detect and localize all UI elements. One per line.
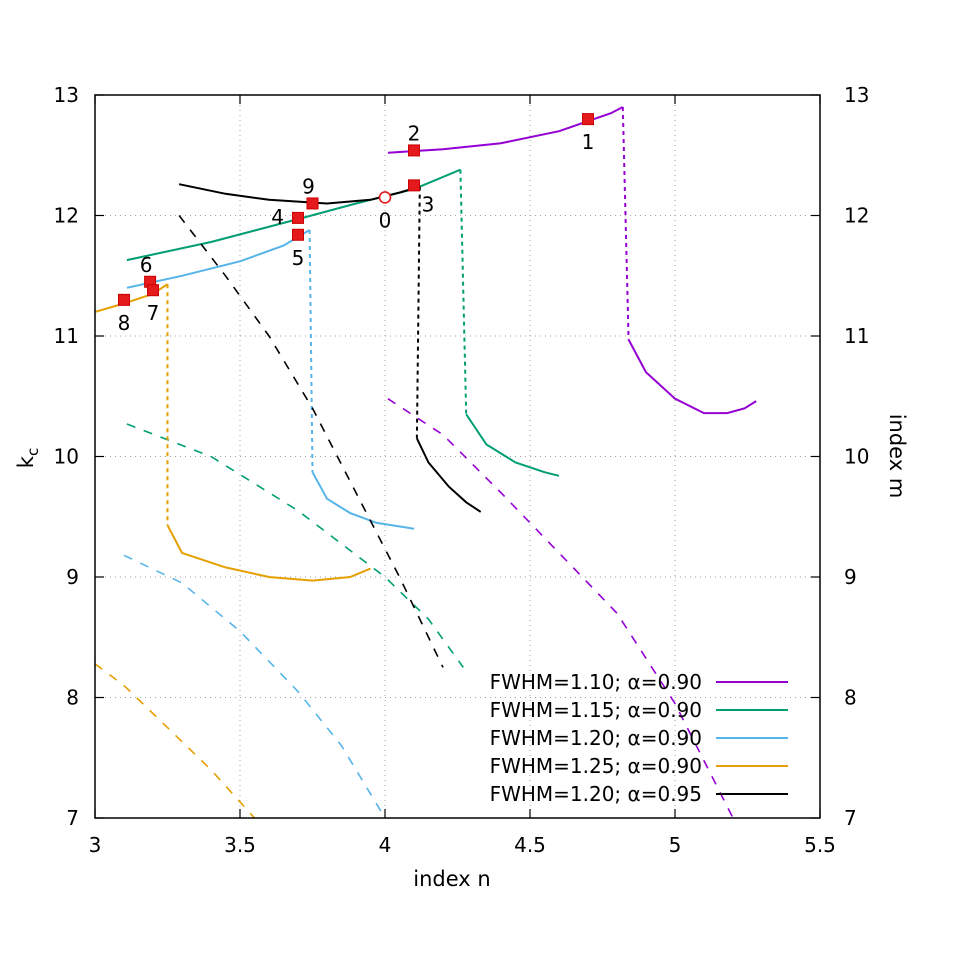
series-upper-branch: [178, 183, 421, 205]
y2-tick-label: 11: [844, 324, 869, 348]
series-upper-branch: [94, 283, 169, 313]
marker-label-3: 3: [422, 192, 435, 216]
marker-2: [408, 144, 420, 157]
marker-layer: 0 1 2 3 45 6 78 9: [118, 113, 595, 335]
legend-entry-label: FWHM=1.15; α=0.90: [490, 698, 702, 722]
marker-label-4: 4: [271, 205, 284, 229]
legend-entry-label: FWHM=1.10; α=0.90: [490, 670, 702, 694]
series-lower-branch: [465, 413, 560, 477]
y-axis-label: kc: [14, 448, 42, 468]
marker-4: [292, 211, 304, 224]
series-index-m-curve: [387, 398, 734, 819]
series-drop-line: [459, 169, 468, 415]
x-tick-label: 3.5: [224, 833, 256, 857]
marker-1: [582, 113, 594, 126]
series-2: [126, 168, 560, 668]
series-drop-line: [415, 186, 421, 439]
marker-8: [118, 293, 130, 306]
marker-7: [147, 284, 159, 297]
y-tick-label: 9: [66, 565, 79, 589]
series-1: [387, 106, 757, 819]
x-tick-label: 5.5: [804, 833, 836, 857]
legend-entry-label: FWHM=1.20; α=0.90: [490, 726, 702, 750]
series-upper-branch: [126, 168, 461, 262]
series-5: [178, 183, 482, 668]
series-lower-branch: [415, 437, 482, 513]
series-drop-line: [621, 106, 630, 340]
y2-axis-label: index m: [885, 414, 909, 499]
y-tick-label: 7: [66, 806, 79, 830]
marker-label-9: 9: [302, 174, 315, 198]
y-tick-label: 8: [66, 686, 79, 710]
marker-label-2: 2: [408, 121, 421, 145]
plot-frame: [94, 94, 821, 819]
series-lower-branch: [311, 471, 415, 530]
x-tick-label: 4.5: [514, 833, 546, 857]
marker-9: [306, 197, 319, 210]
marker-label-8: 8: [118, 311, 131, 335]
series-layer: [94, 106, 757, 819]
marker-label-6: 6: [140, 253, 153, 277]
marker-label-1: 1: [582, 130, 595, 154]
grid-lines: [95, 95, 820, 818]
y2-tick-label: 13: [844, 83, 869, 107]
series-lower-branch: [627, 339, 757, 415]
marker-3: [408, 179, 420, 192]
marker-5: [292, 228, 304, 241]
x-tick-label: 4: [379, 833, 392, 857]
series-index-m-curve: [94, 663, 256, 819]
marker-label-5: 5: [292, 246, 305, 270]
series-4: [94, 283, 371, 819]
series-index-m-curve: [123, 554, 386, 819]
x-axis-label: index n: [413, 867, 490, 891]
y-tick-label: 12: [54, 204, 79, 228]
y2-tick-label: 12: [844, 204, 869, 228]
legend: FWHM=1.10; α=0.90 FWHM=1.15; α=0.90 FWHM=1…: [490, 670, 788, 806]
legend-entry-label: FWHM=1.20; α=0.95: [490, 782, 702, 806]
y-axis-label-main: k: [14, 455, 38, 468]
marker-label-0: 0: [379, 208, 392, 232]
series-index-m-curve: [178, 215, 444, 668]
series-index-m-curve: [126, 423, 464, 668]
y-axis-label-subscript: c: [24, 448, 42, 456]
y2-tick-label: 8: [844, 686, 857, 710]
marker-label-7: 7: [147, 301, 160, 325]
series-upper-branch: [387, 106, 624, 154]
series-lower-branch: [166, 524, 371, 582]
x-tick-label: 5: [669, 833, 682, 857]
marker-0: [378, 191, 392, 204]
x-tick-label: 3: [89, 833, 102, 857]
y-tick-label: 13: [54, 83, 79, 107]
legend-entry-label: FWHM=1.25; α=0.90: [490, 754, 702, 778]
y2-tick-label: 10: [844, 445, 869, 469]
y-tick-label: 11: [54, 324, 79, 348]
y-tick-label: 10: [54, 445, 79, 469]
y2-tick-label: 9: [844, 565, 857, 589]
series-drop-line: [308, 229, 314, 473]
y2-tick-label: 7: [844, 806, 857, 830]
